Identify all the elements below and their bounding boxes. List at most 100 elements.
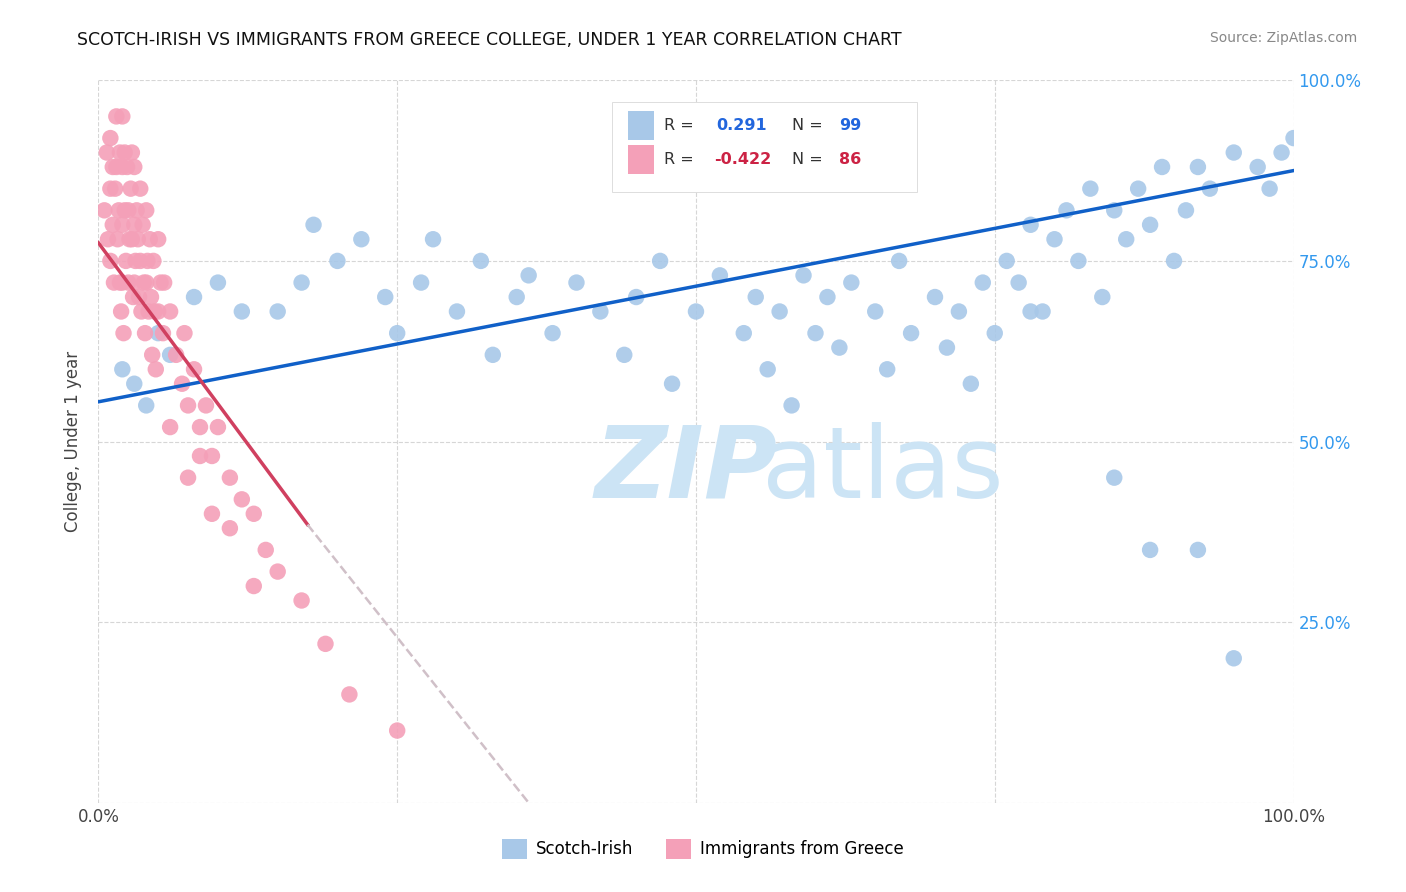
Point (1258, 182, 1281, 196)
Point (107, 203, 129, 218)
Point (1032, 304, 1054, 318)
Point (1019, 304, 1042, 318)
Point (148, 326, 170, 340)
Point (112, 326, 135, 340)
Point (115, 253, 138, 268)
Point (183, 362, 205, 376)
Point (756, 362, 779, 376)
Point (815, 290, 838, 304)
Point (118, 232, 141, 246)
Point (613, 348, 636, 362)
Point (267, 304, 290, 318)
Text: Source: ZipAtlas.com: Source: ZipAtlas.com (1209, 31, 1357, 45)
Text: 86: 86 (839, 153, 862, 168)
Text: SCOTCH-IRISH VS IMMIGRANTS FROM GREECE COLLEGE, UNDER 1 YEAR CORRELATION CHART: SCOTCH-IRISH VS IMMIGRANTS FROM GREECE C… (77, 31, 903, 49)
Point (1019, 218, 1042, 232)
Text: R =: R = (664, 119, 699, 133)
Point (121, 145, 143, 160)
Point (565, 276, 588, 290)
Point (1080, 182, 1102, 196)
Point (183, 290, 205, 304)
Point (141, 348, 163, 362)
Point (1199, 182, 1222, 196)
Point (121, 232, 143, 246)
Point (124, 253, 146, 268)
Point (1163, 253, 1185, 268)
Point (165, 348, 187, 362)
Point (114, 203, 136, 218)
Point (1223, 651, 1246, 665)
Point (159, 304, 181, 318)
Point (148, 304, 170, 318)
Point (153, 276, 176, 290)
Point (138, 304, 160, 318)
Text: R =: R = (664, 153, 699, 168)
Point (709, 268, 731, 283)
Point (972, 276, 994, 290)
Point (733, 326, 755, 340)
Text: 99: 99 (839, 119, 862, 133)
Point (1223, 145, 1246, 160)
Point (231, 304, 253, 318)
Point (103, 276, 125, 290)
Point (111, 362, 134, 376)
Point (648, 253, 672, 268)
Point (626, 290, 648, 304)
Point (111, 160, 134, 174)
Point (589, 304, 612, 318)
Point (108, 145, 131, 160)
Point (148, 232, 170, 246)
Point (385, 723, 409, 738)
Point (219, 521, 242, 535)
Point (128, 290, 150, 304)
Point (960, 376, 983, 391)
Point (243, 507, 266, 521)
Point (111, 276, 134, 290)
Text: atlas: atlas (762, 422, 1004, 519)
Point (173, 326, 195, 340)
Point (98, 131, 122, 145)
Point (385, 326, 409, 340)
Point (129, 182, 152, 196)
Point (541, 326, 564, 340)
Point (315, 637, 337, 651)
Text: N =: N = (792, 119, 828, 133)
Y-axis label: College, Under 1 year: College, Under 1 year (65, 351, 83, 533)
Point (101, 218, 124, 232)
Point (177, 470, 200, 484)
FancyBboxPatch shape (628, 112, 654, 140)
Point (111, 218, 134, 232)
Point (96, 145, 118, 160)
Point (828, 341, 851, 355)
Point (131, 304, 153, 318)
Point (231, 492, 253, 507)
Point (865, 304, 887, 318)
FancyBboxPatch shape (628, 145, 654, 174)
Point (132, 276, 155, 290)
Point (291, 276, 314, 290)
Text: ZIP: ZIP (595, 422, 778, 519)
Point (243, 579, 266, 593)
Legend: Scotch-Irish, Immigrants from Greece: Scotch-Irish, Immigrants from Greece (496, 832, 910, 866)
Point (159, 420, 181, 434)
Point (350, 232, 373, 246)
Point (134, 326, 156, 340)
Text: -0.422: -0.422 (714, 153, 770, 168)
Point (111, 110, 134, 124)
Point (924, 290, 946, 304)
Point (172, 376, 194, 391)
Point (446, 304, 468, 318)
Point (1247, 160, 1270, 174)
Point (422, 232, 444, 246)
Point (136, 253, 159, 268)
Point (125, 203, 148, 218)
Point (129, 253, 152, 268)
Point (948, 304, 970, 318)
Point (1056, 203, 1078, 218)
Point (745, 290, 768, 304)
Point (145, 362, 167, 376)
Point (411, 276, 433, 290)
Point (115, 160, 138, 174)
Point (159, 348, 181, 362)
Point (326, 253, 349, 268)
